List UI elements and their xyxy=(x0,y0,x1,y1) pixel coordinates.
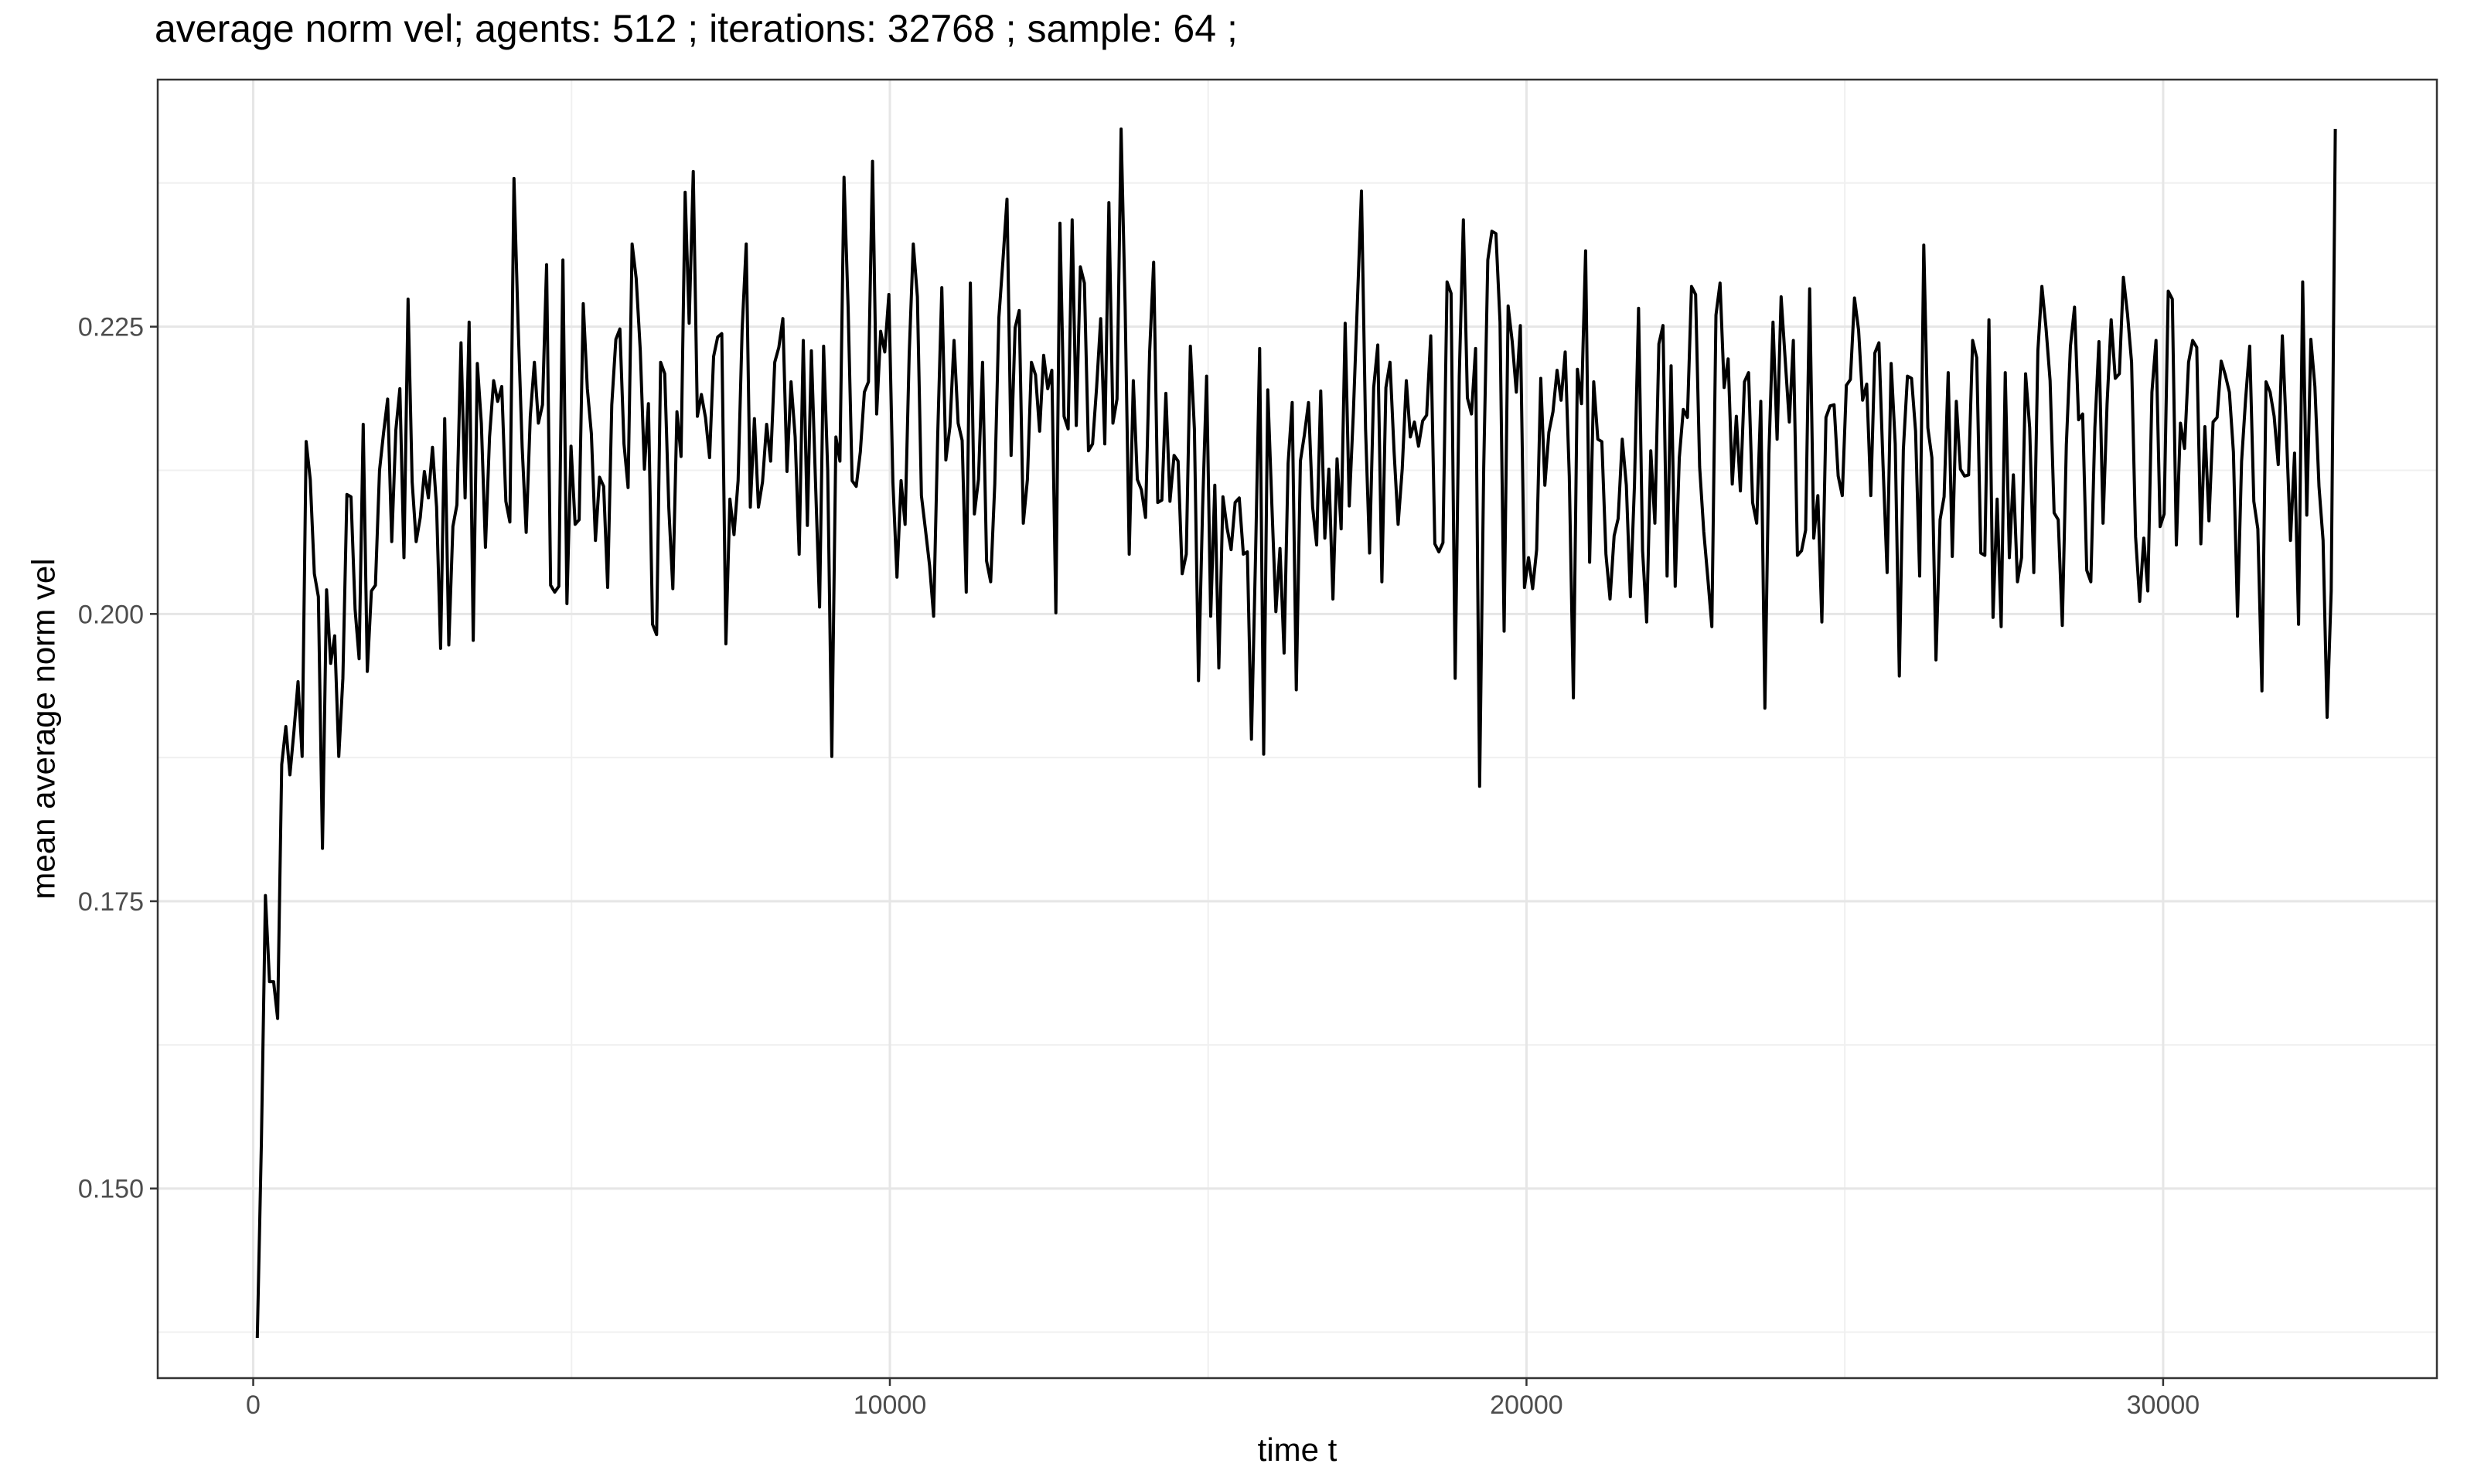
minor-grid xyxy=(158,80,2437,1378)
x-axis: 0 10000 20000 30000 xyxy=(246,1378,2200,1420)
y-tick-label: 0.150 xyxy=(78,1175,144,1204)
major-grid xyxy=(158,80,2437,1378)
x-axis-title: time t xyxy=(1258,1431,1338,1468)
series-line xyxy=(255,127,2337,1339)
y-tick-label: 0.175 xyxy=(78,887,144,917)
y-axis: 0.150 0.175 0.200 0.225 xyxy=(78,313,158,1204)
y-axis-title: mean average norm vel xyxy=(26,558,62,899)
x-tick-label: 0 xyxy=(246,1390,261,1420)
y-tick-label: 0.225 xyxy=(78,313,144,342)
x-tick-label: 30000 xyxy=(2127,1390,2200,1420)
x-tick-label: 20000 xyxy=(1490,1390,1563,1420)
chart-title: average norm vel; agents: 512 ; iteratio… xyxy=(155,7,1238,50)
x-tick-label: 10000 xyxy=(854,1390,927,1420)
plot-panel-border xyxy=(156,78,2438,1380)
y-tick-label: 0.200 xyxy=(78,600,144,629)
